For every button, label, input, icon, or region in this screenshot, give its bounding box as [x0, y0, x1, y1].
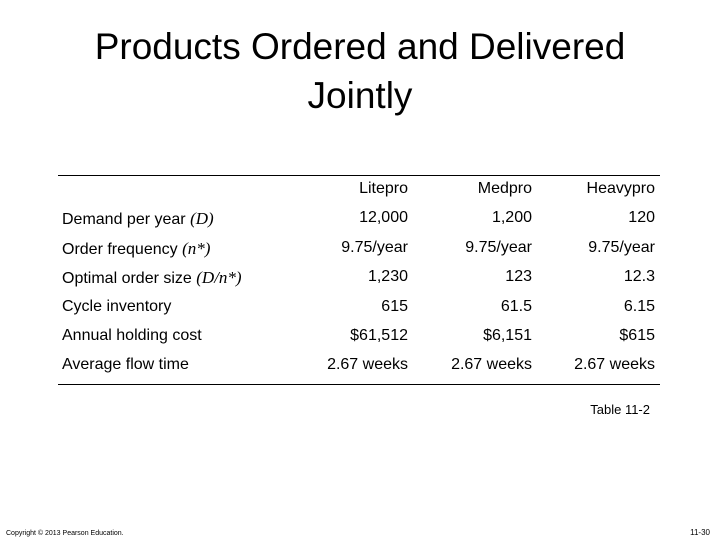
- row-symbol: (n*): [182, 238, 211, 258]
- row-label: Order frequency (n*): [62, 239, 210, 259]
- table-cell: $615: [619, 326, 655, 344]
- table-cell: 9.75/year: [465, 238, 532, 256]
- table-row: Cycle inventory 615 61.5 6.15: [58, 294, 660, 323]
- table-cell: 120: [628, 209, 655, 227]
- table-row: Average flow time 2.67 weeks 2.67 weeks 2.6…: [58, 352, 660, 381]
- row-label: Demand per year (D): [62, 209, 214, 229]
- table-cell: 1,230: [367, 268, 408, 286]
- table-cell: 9.75/year: [341, 238, 408, 256]
- row-label: Annual holding cost: [62, 327, 202, 345]
- row-label-text: Optimal order size: [62, 270, 197, 288]
- table-cell: 9.75/year: [588, 238, 655, 256]
- table-rule: [58, 383, 660, 385]
- row-label-text: Demand per year: [62, 211, 191, 229]
- slide-title: Products Ordered and Delivered Jointly: [94, 26, 626, 116]
- copyright: Copyright © 2013 Pearson Education.: [6, 530, 124, 537]
- row-symbol: (D/n*): [196, 268, 242, 288]
- table-cell: $6,151: [483, 326, 532, 344]
- table-caption: Table 11-2: [590, 402, 650, 417]
- row-label-text: Annual holding cost: [62, 326, 202, 344]
- row-label: Cycle inventory: [62, 298, 171, 316]
- row-label-text: Order frequency: [62, 240, 183, 258]
- column-header: Heavypro: [586, 180, 655, 197]
- table-cell: 2.67 weeks: [327, 356, 408, 374]
- table-row: Annual holding cost $61,512 $6,151 $615: [58, 323, 660, 352]
- table-row: Order frequency (n*) 9.75/year 9.75/year 9.…: [58, 235, 660, 264]
- row-label-text: Cycle inventory: [62, 297, 172, 315]
- table: Litepro Medpro Heavypro Demand per year (D…: [58, 175, 660, 385]
- table-row: Demand per year (D) 12,000 1,200 120: [58, 205, 660, 234]
- table-cell: 2.67 weeks: [574, 356, 655, 374]
- page-number: 11-30: [690, 528, 710, 537]
- table-cell: 1,200: [491, 209, 532, 227]
- table-cell: 123: [505, 268, 532, 286]
- column-header: Medpro: [477, 180, 532, 197]
- table-cell: 615: [381, 297, 408, 315]
- header-row: Litepro Medpro Heavypro: [58, 175, 660, 205]
- row-label-text: Average flow time: [62, 356, 189, 374]
- table-cell: $61,512: [350, 326, 408, 344]
- table-cell: 6.15: [623, 297, 655, 315]
- table-cell: 12,000: [359, 209, 408, 227]
- row-label: Average flow time: [62, 356, 189, 374]
- table-cell: 2.67 weeks: [451, 356, 532, 374]
- row-label: Optimal order size (D/n*): [62, 268, 242, 288]
- row-symbol: (D): [190, 209, 214, 229]
- table-cell: 12.3: [623, 268, 655, 286]
- table-cell: 61.5: [500, 297, 532, 315]
- table-row: Optimal order size (D/n*) 1,230 123 12.3: [58, 264, 660, 293]
- column-header: Litepro: [359, 180, 408, 197]
